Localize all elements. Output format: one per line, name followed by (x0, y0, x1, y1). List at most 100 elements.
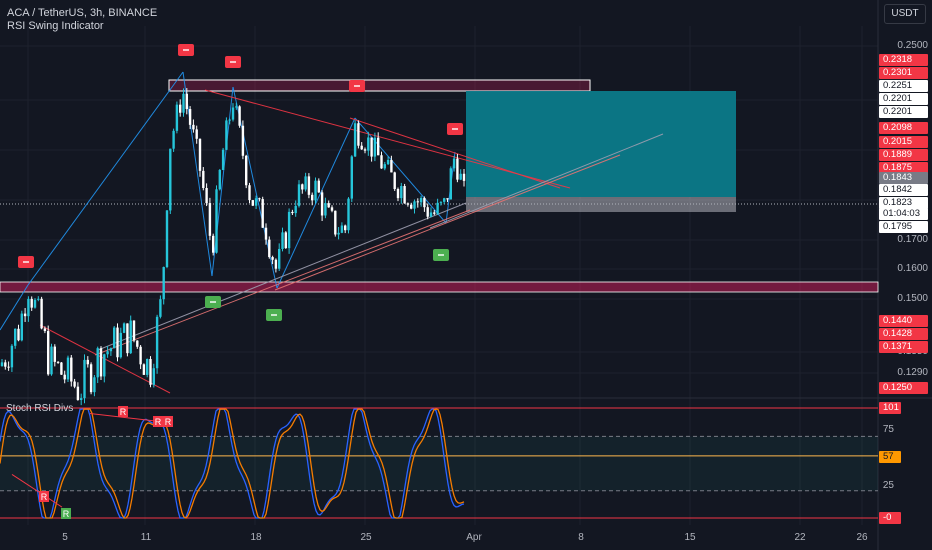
osc-tick-label: 75 (882, 424, 894, 435)
candle (327, 203, 330, 208)
candle (304, 176, 307, 190)
candle (63, 374, 66, 380)
candle (165, 210, 169, 268)
time-tick-label: 5 (62, 532, 68, 543)
candle (188, 109, 192, 125)
price-level-badge: 0.1889 (879, 149, 928, 161)
candle (7, 366, 10, 368)
divergence-text: R (63, 509, 70, 519)
stoch-k-line (0, 408, 465, 519)
candle (70, 357, 73, 382)
candle (218, 169, 221, 190)
candle (228, 119, 231, 121)
price-level-badge: 0.1428 (879, 328, 928, 340)
candle (155, 316, 159, 369)
candle (396, 189, 400, 199)
trend-line (97, 202, 467, 351)
sell-signal-glyph (183, 49, 189, 51)
candle (459, 173, 462, 180)
price-level-badge: 0.1795 (879, 221, 928, 233)
candle (373, 137, 377, 157)
candle (27, 298, 30, 317)
candle (113, 327, 116, 349)
stoch-d-line (0, 408, 465, 519)
price-level-badge: 0.1842 (879, 184, 928, 196)
price-level-badge: 0.1843 (879, 172, 928, 184)
candle (23, 313, 27, 317)
candle (390, 159, 393, 173)
candle (93, 377, 96, 393)
time-tick-label: 25 (360, 532, 372, 543)
candle (139, 346, 142, 365)
oscillator-title[interactable]: Stoch RSI Divs (6, 403, 74, 414)
divergence-line (89, 412, 166, 423)
candle (238, 106, 241, 126)
candle (103, 354, 106, 377)
candle (162, 267, 165, 300)
candle (370, 137, 373, 157)
candle (357, 123, 360, 146)
candle (350, 156, 353, 199)
candle (416, 201, 419, 203)
candle (287, 211, 291, 249)
candle (116, 327, 119, 358)
candle (50, 346, 53, 375)
candle (254, 198, 258, 206)
candle (340, 225, 344, 233)
sell-signal (18, 256, 34, 268)
divergence-text: R (120, 407, 127, 417)
candle (245, 155, 248, 186)
buy-signal (433, 249, 449, 261)
candle (462, 173, 466, 181)
candle (353, 123, 357, 157)
sell-signal (447, 123, 463, 135)
divergence-badge (163, 416, 173, 427)
sell-signal (225, 56, 241, 68)
candle (146, 358, 149, 375)
candle (195, 129, 198, 139)
price-tick-label: 0.1500 (897, 293, 928, 304)
candle (258, 198, 261, 200)
divergence-text: R (165, 417, 172, 427)
candle (251, 200, 254, 206)
candle (278, 248, 281, 269)
candle (377, 137, 380, 156)
candle (136, 340, 139, 347)
price-tick-label: 0.1600 (897, 263, 928, 274)
candle (159, 299, 162, 317)
candle (311, 194, 314, 201)
candle (215, 189, 218, 253)
currency-button[interactable]: USDT (884, 4, 926, 24)
price-level-badge: 0.1875 (879, 162, 928, 174)
candle (363, 149, 367, 151)
candle (33, 299, 37, 308)
candle (86, 359, 89, 365)
candle (179, 104, 182, 113)
candle (261, 199, 264, 228)
price-level-badge: 0.1371 (879, 341, 928, 353)
candle (386, 159, 390, 165)
trend-line (354, 117, 447, 224)
candle (231, 107, 235, 120)
candle (169, 148, 172, 211)
candle (60, 362, 63, 375)
candle (443, 198, 446, 202)
price-tick-label: 0.2500 (897, 40, 928, 51)
candle (53, 346, 56, 362)
candle (175, 104, 179, 131)
candle (208, 203, 212, 236)
indicator-title[interactable]: RSI Swing Indicator (7, 20, 104, 32)
candle (271, 257, 274, 260)
candle (0, 362, 4, 367)
candle (436, 202, 439, 214)
candle (241, 125, 245, 156)
candle (294, 205, 297, 214)
time-tick-label: 11 (140, 532, 152, 543)
divergence-label: R (61, 508, 71, 519)
osc-tick-label: 25 (882, 480, 894, 491)
candle (14, 328, 17, 346)
target-box (466, 91, 736, 197)
symbol-title[interactable]: ACA / TetherUS, 3h, BINANCE (7, 7, 158, 19)
candle (297, 184, 301, 206)
